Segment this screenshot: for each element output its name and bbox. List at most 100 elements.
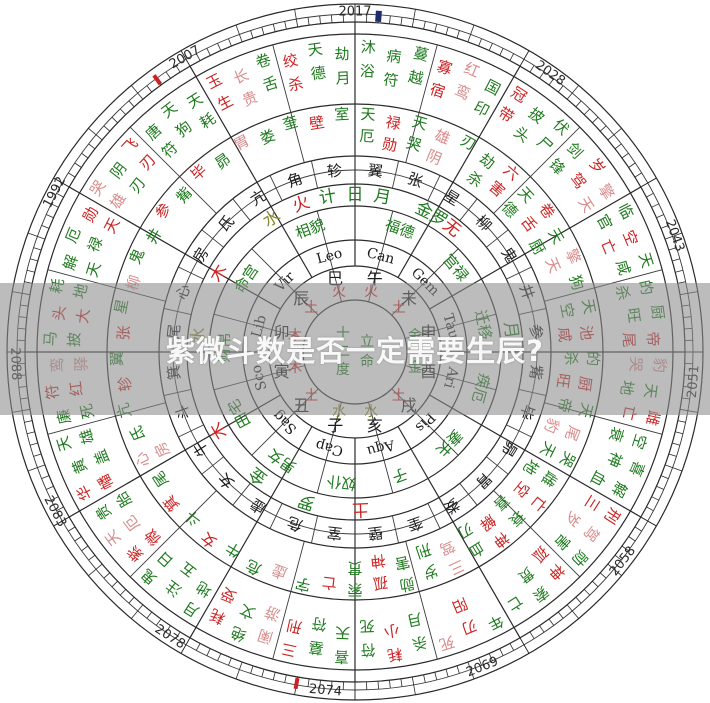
svg-text:尸: 尸	[533, 133, 556, 156]
svg-text:的: 的	[584, 351, 602, 367]
svg-text:天: 天	[641, 382, 661, 399]
svg-text:立: 立	[360, 334, 374, 350]
svg-text:亢: 亢	[247, 186, 269, 209]
svg-text:年: 年	[485, 611, 507, 634]
svg-text:禄: 禄	[84, 234, 106, 255]
svg-text:德: 德	[310, 63, 327, 83]
svg-text:神: 神	[603, 449, 625, 470]
svg-text:三: 三	[446, 556, 467, 579]
svg-text:张: 张	[405, 169, 425, 191]
svg-text:申: 申	[420, 323, 436, 342]
svg-text:胃: 胃	[231, 131, 253, 154]
svg-text:亡: 亡	[321, 573, 338, 593]
svg-text:觜: 觜	[526, 364, 546, 381]
svg-text:伏: 伏	[549, 115, 572, 138]
svg-text:阑: 阑	[256, 625, 276, 647]
svg-text:牛: 牛	[222, 538, 244, 561]
svg-text:神: 神	[490, 528, 513, 551]
svg-text:天: 天	[360, 105, 376, 124]
svg-text:雌: 雌	[642, 409, 663, 428]
svg-text:水: 水	[364, 404, 378, 420]
svg-text:星: 星	[111, 297, 132, 315]
svg-text:耗: 耗	[207, 605, 229, 628]
svg-text:奎: 奎	[281, 112, 300, 133]
svg-text:亥: 亥	[367, 416, 383, 435]
svg-text:壁: 壁	[308, 113, 326, 133]
svg-text:马: 马	[41, 331, 60, 347]
svg-text:刃: 刃	[136, 151, 159, 174]
svg-text:木: 木	[288, 360, 302, 376]
svg-text:室: 室	[326, 523, 343, 543]
svg-text:男女: 男女	[264, 445, 299, 477]
svg-text:红: 红	[461, 59, 482, 81]
svg-text:天: 天	[307, 40, 324, 60]
svg-text:贵: 贵	[92, 501, 115, 523]
svg-text:字: 字	[294, 574, 313, 595]
svg-text:地: 地	[617, 379, 637, 396]
svg-text:2051: 2051	[685, 364, 703, 398]
svg-text:月: 月	[180, 598, 202, 621]
svg-text:沐: 沐	[360, 38, 376, 57]
svg-text:罗: 罗	[295, 489, 317, 513]
svg-text:小: 小	[383, 621, 400, 641]
svg-text:1992: 1992	[40, 174, 69, 210]
svg-text:Lib: Lib	[249, 313, 270, 339]
svg-text:天: 天	[574, 194, 597, 216]
svg-text:亢: 亢	[114, 401, 135, 420]
svg-text:Cap: Cap	[314, 436, 345, 459]
svg-text:喜: 喜	[626, 458, 648, 479]
svg-text:计: 计	[318, 186, 338, 209]
svg-text:越: 越	[407, 67, 426, 88]
svg-text:二: 二	[336, 344, 350, 360]
svg-text:心: 心	[131, 449, 154, 471]
svg-text:斗: 斗	[172, 402, 194, 422]
svg-text:天: 天	[53, 434, 75, 454]
svg-text:空: 空	[619, 228, 641, 249]
svg-text:翼: 翼	[108, 351, 126, 367]
svg-text:空: 空	[557, 301, 578, 319]
svg-text:勋: 勋	[398, 574, 417, 595]
svg-text:天: 天	[514, 183, 537, 206]
svg-text:咸: 咸	[612, 258, 634, 278]
svg-text:披: 披	[525, 104, 548, 127]
svg-text:鬼: 鬼	[137, 565, 160, 588]
svg-text:牛: 牛	[189, 438, 212, 460]
svg-text:Tau: Tau	[440, 312, 462, 341]
svg-text:天: 天	[410, 112, 429, 133]
svg-text:害: 害	[485, 177, 508, 200]
svg-text:舌: 舌	[517, 213, 540, 236]
svg-text:披: 披	[65, 332, 84, 348]
svg-text:Can: Can	[365, 245, 396, 268]
svg-text:参: 参	[152, 200, 175, 223]
svg-text:杀: 杀	[286, 74, 305, 95]
svg-text:狗: 狗	[566, 273, 588, 293]
svg-text:亡: 亡	[527, 492, 550, 515]
svg-text:日: 日	[347, 185, 364, 205]
svg-text:天: 天	[101, 526, 124, 549]
svg-text:命: 命	[360, 353, 374, 370]
svg-text:十: 十	[336, 326, 350, 342]
svg-text:柳: 柳	[123, 273, 145, 293]
svg-text:盖: 盖	[91, 447, 113, 468]
svg-text:禄: 禄	[384, 113, 402, 133]
svg-text:豹: 豹	[541, 415, 563, 435]
svg-text:月: 月	[372, 186, 392, 209]
svg-text:帝: 帝	[554, 396, 575, 415]
svg-text:驿: 驿	[72, 356, 91, 372]
svg-text:死: 死	[437, 632, 457, 654]
svg-text:岁: 岁	[585, 155, 608, 178]
svg-text:厄: 厄	[62, 225, 84, 246]
svg-text:危: 危	[243, 556, 264, 579]
svg-text:毕: 毕	[187, 161, 210, 184]
svg-text:头: 头	[50, 304, 70, 321]
svg-text:地: 地	[519, 456, 542, 478]
svg-text:厄: 厄	[120, 512, 143, 535]
svg-text:劫: 劫	[334, 45, 350, 64]
svg-text:喜: 喜	[490, 491, 513, 514]
svg-text:刃: 刃	[126, 174, 149, 197]
svg-text:擎: 擎	[562, 246, 585, 267]
svg-text:阳: 阳	[450, 594, 471, 616]
svg-text:卷: 卷	[253, 50, 273, 72]
svg-text:舌: 舌	[261, 73, 281, 95]
